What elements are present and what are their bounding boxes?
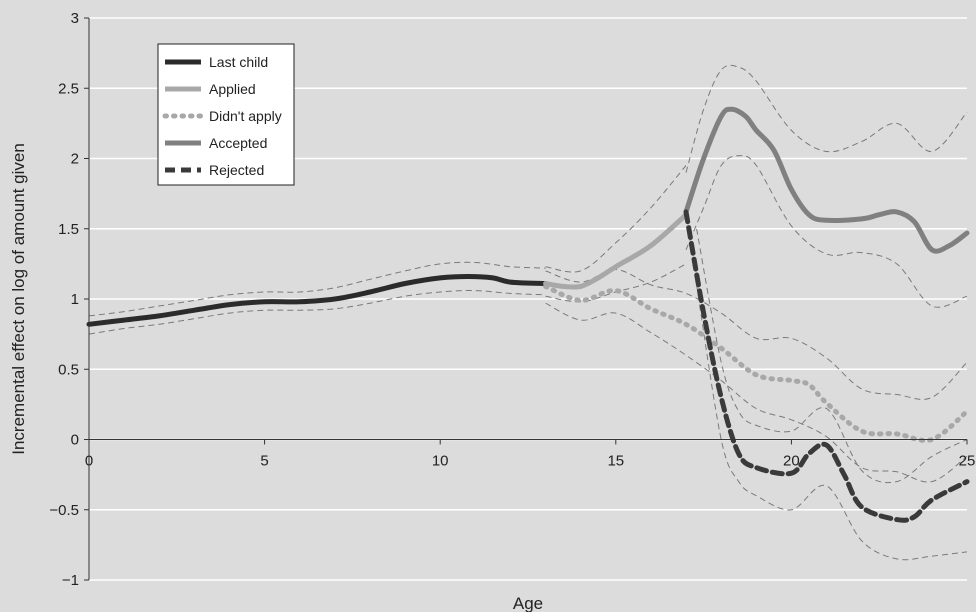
series-lines [86,106,970,523]
y-tick-label: −0.5 [49,502,79,519]
x-tick-label: 5 [260,453,268,470]
x-tick-label: 20 [783,453,800,470]
confidence-band-upper [545,165,687,273]
legend-label: Rejected [209,162,264,178]
legend-label: Didn't apply [209,108,282,124]
y-tick-label: 1.5 [58,221,79,238]
y-tick-labels: −1 −0.5 0 0.5 1 1.5 2 2.5 3 [49,10,79,589]
y-tick-label: 1 [71,291,79,308]
series-line [683,106,970,254]
y-tick-label: 2.5 [58,80,79,97]
y-tick-label: 0.5 [58,361,79,378]
y-axis-title: Incremental effect on log of amount give… [9,143,28,455]
x-tick-label: 25 [959,453,976,470]
y-tick-label: −1 [62,572,79,589]
confidence-band-upper [88,261,546,317]
series-line [683,209,970,523]
legend-label: Last child [209,54,268,70]
confidence-band-lower [696,284,968,561]
legend: Last child Applied Didn't apply Accepted Rej… [157,43,295,186]
y-tick-label: 2 [71,151,79,168]
axes [84,17,968,581]
y-tick-label: 3 [71,10,79,27]
x-tick-label: 0 [85,453,93,470]
legend-label: Applied [209,81,256,97]
confidence-band-lower [685,155,968,308]
confidence-band-upper [696,228,968,484]
x-tick-label: 10 [432,453,449,470]
confidence-band-lower [545,302,968,483]
legend-label: Accepted [209,135,267,151]
x-tick-label: 15 [607,453,624,470]
y-tick-label: 0 [71,432,79,449]
x-tick-labels: 0 5 10 15 20 25 [85,453,976,470]
confidence-band-lower [88,290,546,335]
series-line [543,283,970,443]
series-line [86,273,549,327]
series-line [543,212,689,290]
confidence-band-upper [685,64,968,173]
x-axis-title: Age [513,594,543,612]
